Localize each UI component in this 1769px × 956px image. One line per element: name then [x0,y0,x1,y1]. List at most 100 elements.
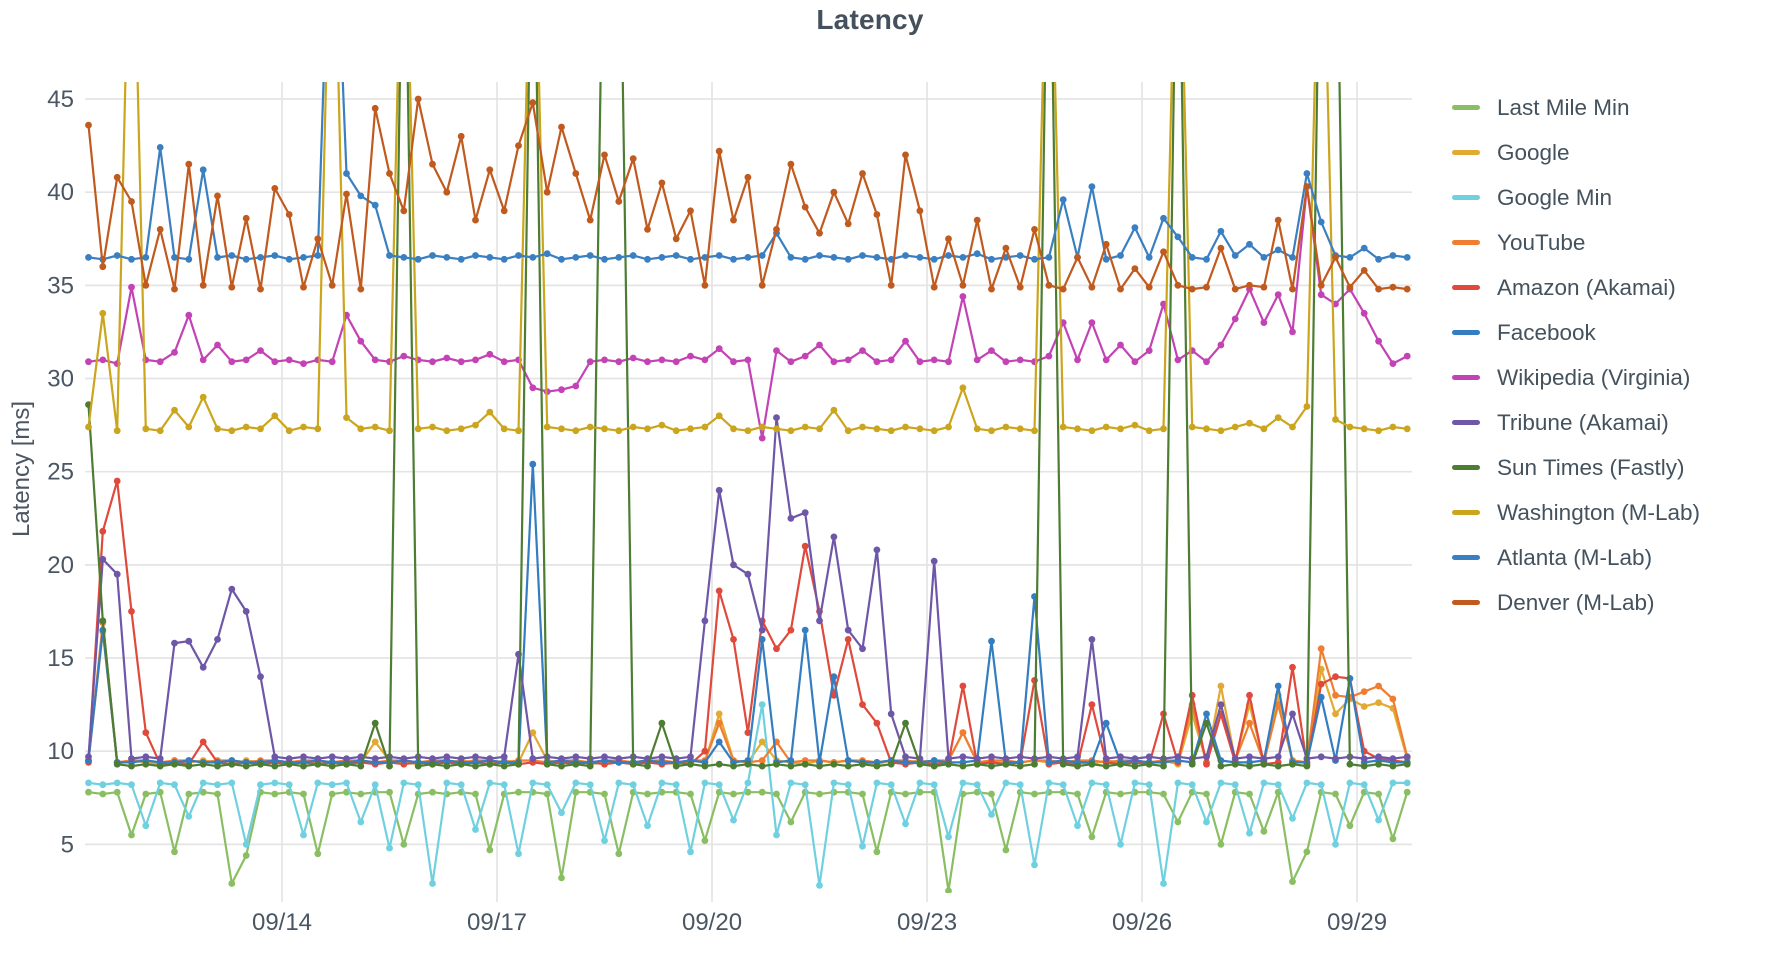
data-point [1317,781,1325,789]
data-point [1102,255,1110,263]
data-point [1203,255,1210,263]
legend-item-last-mile-min[interactable]: Last Mile Min [1452,85,1700,130]
data-point [515,427,522,435]
data-point [1217,779,1225,787]
series-denver-m-lab[interactable] [85,95,1411,293]
data-point [285,255,293,263]
data-point [185,423,193,431]
data-point [285,427,293,435]
series-amazon-akamai[interactable] [85,477,1411,768]
data-point [529,99,537,107]
data-point [601,151,608,159]
data-point [1246,719,1253,727]
data-point [242,762,250,770]
data-point [457,358,465,366]
series-sun-times-fastly[interactable] [85,0,1411,770]
legend-item-google-min[interactable]: Google Min [1452,175,1700,220]
data-point [185,311,193,319]
data-point [1274,753,1282,761]
data-point [758,636,766,643]
data-point [859,252,866,259]
series-washington-m-lab[interactable] [85,0,1411,435]
series-layer[interactable] [85,0,1411,894]
data-point [558,425,565,433]
data-point [1074,822,1081,830]
y-tick-label: 20 [47,552,74,579]
data-point [959,293,967,300]
data-point [701,747,709,755]
data-point [1002,846,1010,854]
data-point [1274,762,1282,770]
data-point [1131,779,1139,787]
data-point [214,762,221,770]
legend-item-youtube[interactable]: YouTube [1452,220,1700,265]
data-point [472,252,479,259]
data-point [773,414,780,421]
data-point [1246,281,1253,289]
data-point [687,753,694,761]
data-point [472,826,479,833]
legend-item-washington-m-lab[interactable]: Washington (M-Lab) [1452,490,1700,535]
data-point [386,427,393,435]
data-point [1274,246,1282,254]
legend-item-atlanta-m-lab[interactable]: Atlanta (M-Lab) [1452,535,1700,580]
data-point [128,608,135,615]
data-point [1231,252,1239,259]
data-point [500,425,508,433]
series-atlanta-m-lab[interactable] [85,0,1411,263]
data-point [1389,779,1397,787]
legend-item-google[interactable]: Google [1452,130,1700,175]
data-point [1131,224,1139,232]
data-point [314,425,322,433]
data-point [271,762,279,770]
data-point [99,263,107,271]
series-tribune-akamai[interactable] [85,414,1411,762]
data-point [1145,427,1153,435]
data-point [1303,403,1311,410]
legend-item-wikipedia-virginia[interactable]: Wikipedia (Virginia) [1452,355,1700,400]
data-point [1074,425,1081,433]
data-point [113,173,121,181]
data-point [271,252,279,259]
legend-item-tribune-akamai[interactable]: Tribune (Akamai) [1452,400,1700,445]
data-point [199,760,207,768]
data-point [744,427,752,435]
data-point [543,760,551,768]
data-point [1360,425,1368,433]
series-google-min[interactable] [85,701,1411,889]
series-wikipedia-virginia[interactable] [85,183,1411,442]
data-point [113,252,121,259]
data-point [1332,841,1339,848]
data-point [515,760,522,768]
legend-label-facebook: Facebook [1497,319,1596,345]
data-point [128,198,135,205]
legend-item-sun-times-fastly[interactable]: Sun Times (Fastly) [1452,445,1700,490]
data-point [1274,781,1282,789]
data-point [285,356,293,364]
series-facebook[interactable] [85,460,1411,766]
legend-label-youtube: YouTube [1497,229,1586,255]
data-point [515,252,522,259]
data-point [988,790,995,798]
data-point [715,412,723,420]
legend-item-facebook[interactable]: Facebook [1452,310,1700,355]
data-point [988,427,995,435]
data-point [629,252,637,259]
data-point [830,254,838,261]
data-point [1160,425,1167,433]
data-point [572,788,580,796]
data-point [328,790,336,798]
data-point [443,254,451,261]
data-point [988,637,995,645]
data-point [715,781,723,789]
legend-swatch-washington-m-lab [1452,510,1480,515]
legend-item-denver-m-lab[interactable]: Denver (M-Lab) [1452,580,1700,625]
data-point [1059,760,1067,768]
data-point [687,790,694,798]
data-point [601,356,608,364]
data-point [1260,425,1268,433]
legend-item-amazon-akamai[interactable]: Amazon (Akamai) [1452,265,1700,310]
data-point [1102,755,1110,762]
x-tick-label: 09/20 [682,909,742,936]
